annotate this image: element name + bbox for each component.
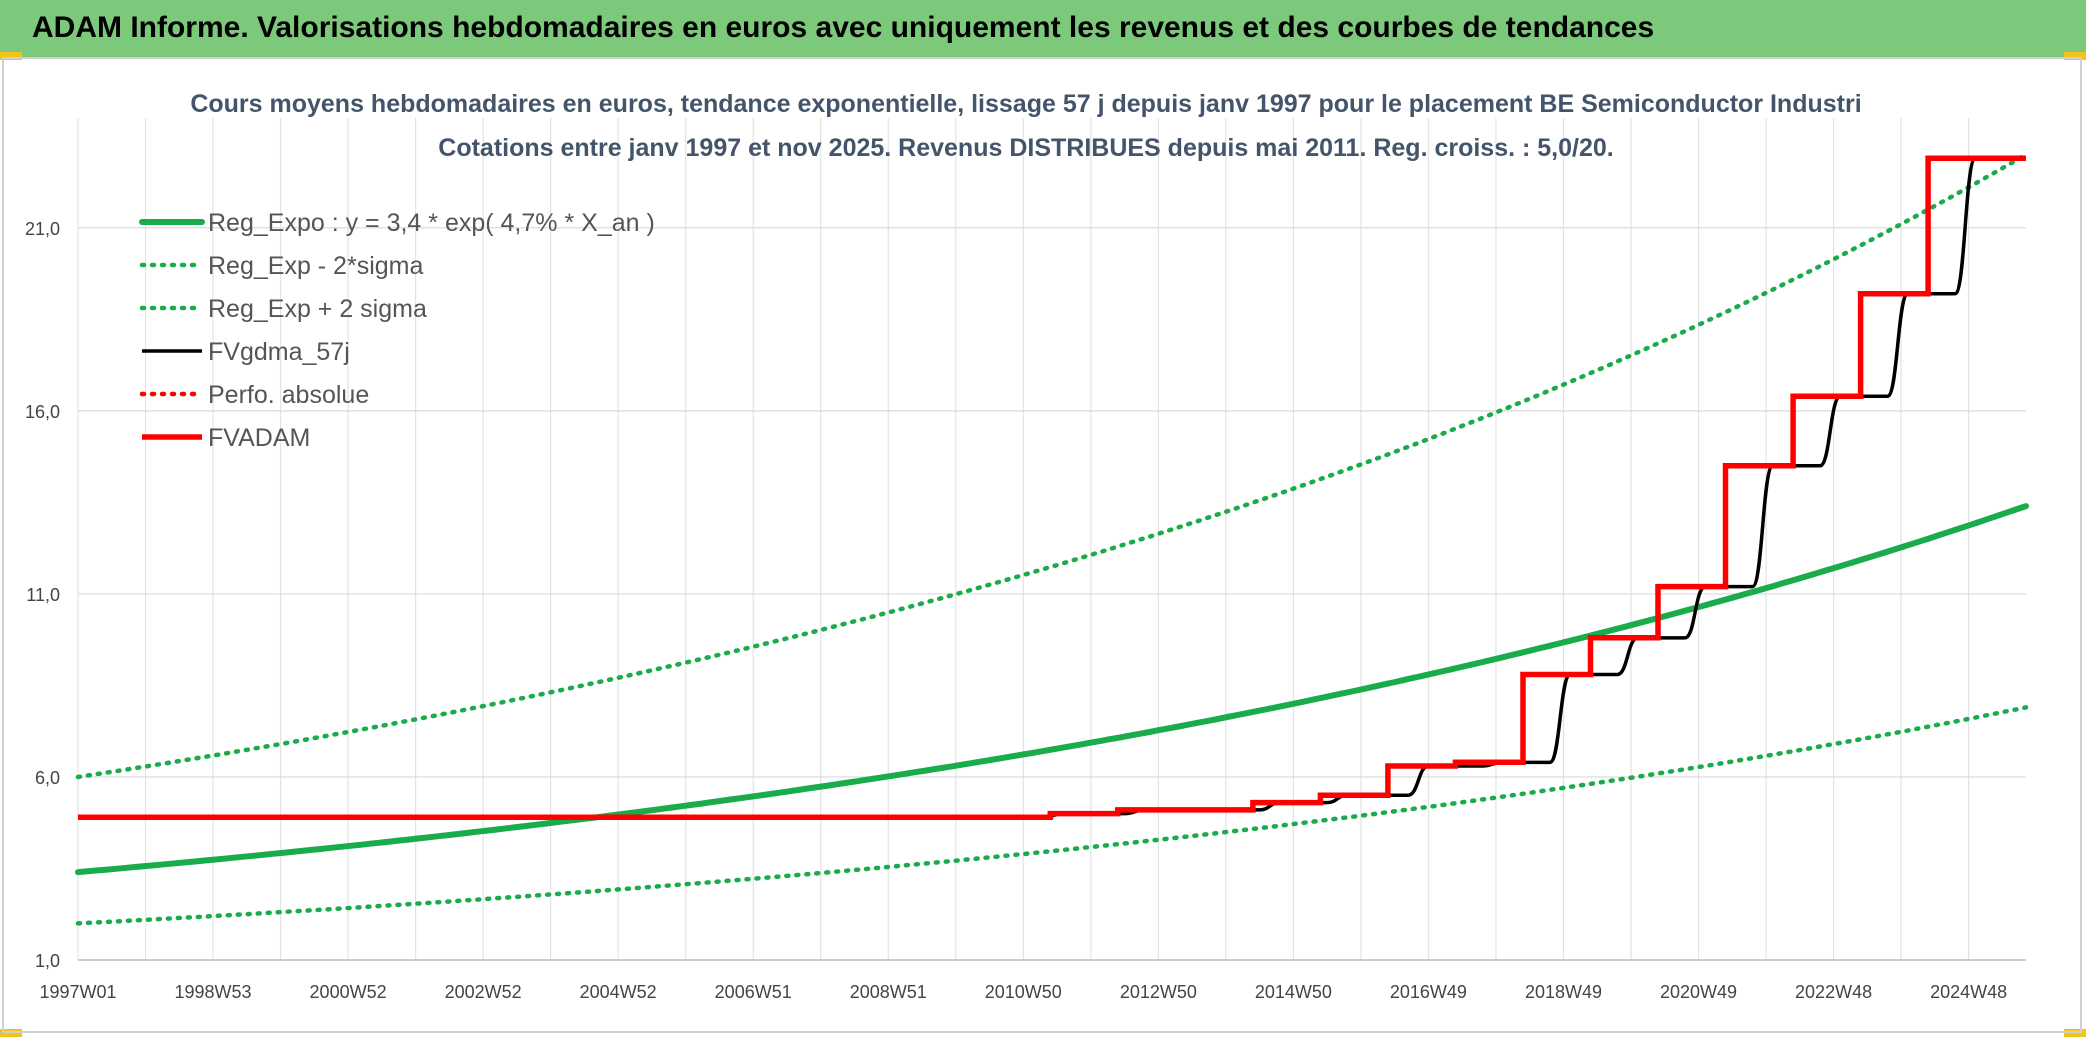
x-tick-label: 2014W50 — [1255, 982, 1332, 1002]
legend-entry-3: FVgdma_57j — [208, 338, 350, 366]
x-tick-label: 2022W48 — [1795, 982, 1872, 1002]
corner-marker-bottom-right — [2064, 1029, 2086, 1037]
legend-entry-4: Perfo. absolue — [208, 381, 369, 409]
x-tick-label: 2002W52 — [445, 982, 522, 1002]
report-banner: ADAM Informe. Valorisations hebdomadaire… — [0, 0, 2086, 57]
legend-entry-0: Reg_Expo : y = 3,4 * exp( 4,7% * X_an ) — [208, 209, 655, 237]
x-tick-label: 2020W49 — [1660, 982, 1737, 1002]
chart-title: Cours moyens hebdomadaires en euros, ten… — [190, 90, 1861, 118]
x-tick-label: 2004W52 — [580, 982, 657, 1002]
x-tick-label: 2024W48 — [1930, 982, 2007, 1002]
x-tick-label: 2000W52 — [310, 982, 387, 1002]
corner-marker-left — [0, 52, 22, 60]
series-line-5 — [78, 155, 2026, 820]
chart-legend: Reg_Expo : y = 3,4 * exp( 4,7% * X_an ) R… — [139, 209, 655, 452]
y-axis-ticks: 1,0 6,0 11,0 16,0 21,0 — [25, 219, 60, 971]
x-tick-label: 1997W01 — [39, 982, 116, 1002]
chart-frame — [2, 57, 2082, 1033]
y-tick-label: 21,0 — [25, 219, 60, 239]
x-tick-label: 1998W53 — [175, 982, 252, 1002]
y-tick-label: 16,0 — [25, 402, 60, 422]
y-tick-label: 1,0 — [35, 951, 60, 971]
series-lines — [75, 152, 2029, 926]
series-line-1 — [75, 705, 2029, 926]
corner-marker-bottom-left — [0, 1029, 22, 1037]
x-tick-label: 2012W50 — [1120, 982, 1197, 1002]
y-tick-label: 6,0 — [35, 768, 60, 788]
corner-marker-right — [2064, 52, 2086, 60]
series-line-3 — [77, 156, 2026, 819]
chart-subtitle: Cotations entre janv 1997 et nov 2025. R… — [438, 134, 1613, 162]
series-line-0 — [75, 503, 2029, 876]
y-tick-label: 11,0 — [26, 585, 60, 605]
legend-entry-5: FVADAM — [208, 424, 310, 452]
x-tick-label: 2008W51 — [850, 982, 927, 1002]
x-tick-label: 2018W49 — [1525, 982, 1602, 1002]
grid-lines — [77, 118, 2026, 961]
x-tick-label: 2006W51 — [715, 982, 792, 1002]
legend-entry-1: Reg_Exp - 2*sigma — [208, 252, 423, 280]
series-line-2 — [75, 152, 2029, 780]
x-tick-label: 2016W49 — [1390, 982, 1467, 1002]
legend-entry-2: Reg_Exp + 2 sigma — [208, 295, 427, 323]
report-title: ADAM Informe. Valorisations hebdomadaire… — [32, 11, 1655, 44]
x-tick-label: 2010W50 — [985, 982, 1062, 1002]
x-axis-ticks: 1997W01 1998W53 2000W52 2002W52 2004W52 2006W… — [39, 982, 2007, 1002]
